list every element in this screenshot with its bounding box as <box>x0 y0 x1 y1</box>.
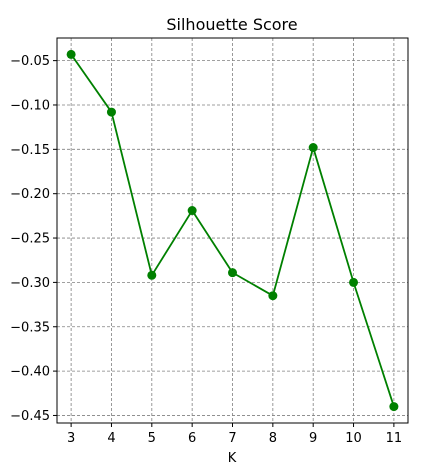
data-point-k6 <box>187 206 197 216</box>
data-point-k7 <box>228 268 237 278</box>
y-tick-label: −0.30 <box>10 276 50 291</box>
data-point-k4 <box>106 107 116 117</box>
x-tick-label: 3 <box>67 431 75 446</box>
x-tick-label: 4 <box>107 431 115 446</box>
y-tick-label: −0.35 <box>10 320 50 335</box>
y-tick-label: −0.20 <box>10 187 50 202</box>
x-tick-label: 11 <box>386 431 403 446</box>
x-tick-label: 8 <box>269 431 277 446</box>
data-point-k10 <box>349 277 359 287</box>
data-point-k5 <box>147 270 157 280</box>
y-tick-label: −0.15 <box>10 143 50 158</box>
y-tick-label: −0.10 <box>10 98 50 113</box>
x-tick-label: 7 <box>228 431 236 446</box>
y-tick-label: −0.25 <box>10 232 50 247</box>
y-tick-label: −0.45 <box>10 409 50 424</box>
x-tick-label: 9 <box>309 431 317 446</box>
y-tick-label: −0.40 <box>10 365 50 380</box>
x-axis-label: K <box>228 451 237 466</box>
grid-lines <box>57 38 408 423</box>
data-point-k8 <box>268 291 278 301</box>
axis-ticks: 3 4 5 6 7 8 9 10 11 −0.05 −0.10 −0.15 −0.20 −0.25 −0.3… <box>10 54 402 446</box>
chart-title: Silhouette Score <box>166 15 297 34</box>
data-point-k3 <box>66 49 76 59</box>
x-tick-label: 6 <box>188 431 196 446</box>
data-point-k9 <box>308 143 318 153</box>
y-tick-label: −0.05 <box>10 54 50 69</box>
x-tick-label: 10 <box>345 431 362 446</box>
x-tick-label: 5 <box>148 431 156 446</box>
series-markers <box>66 49 399 412</box>
data-point-k11 <box>389 402 399 412</box>
